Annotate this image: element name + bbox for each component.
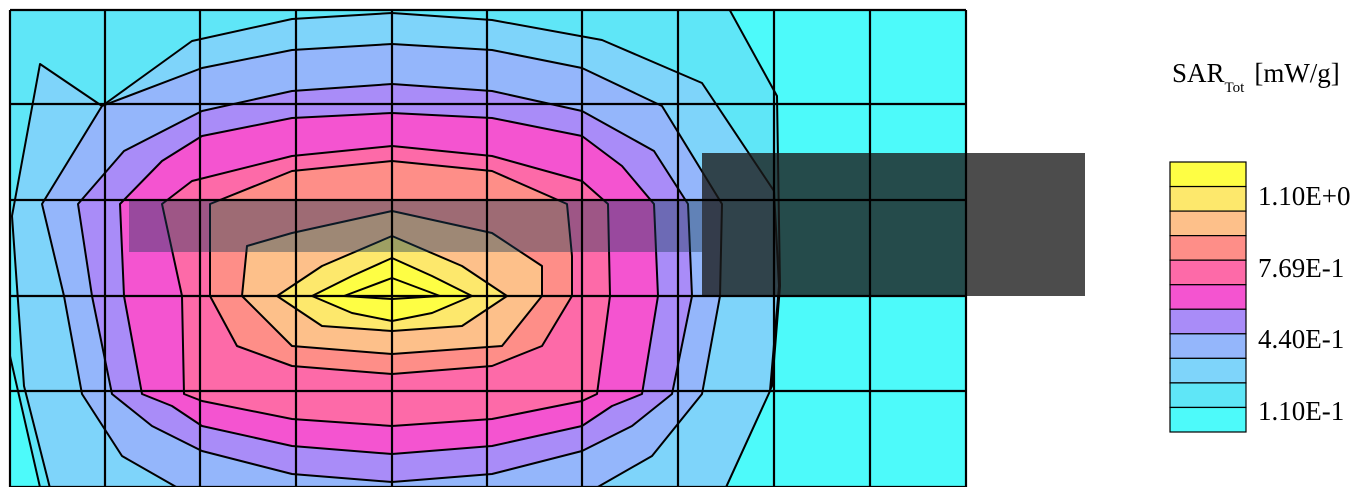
device-outline xyxy=(129,153,1085,296)
colorbar-swatch xyxy=(1169,235,1247,261)
grid-lines xyxy=(8,8,968,487)
colorbar xyxy=(1169,161,1247,433)
colorbar-swatch xyxy=(1169,185,1247,212)
colorbar-tick-label: 7.69E-1 xyxy=(1258,253,1345,283)
colorbar-swatch xyxy=(1169,210,1247,237)
colorbar-tick-label: 1.10E+0 xyxy=(1258,181,1351,211)
contour-bands xyxy=(10,10,967,487)
colorbar-swatch xyxy=(1169,382,1247,409)
colorbar-tick-label: 4.40E-1 xyxy=(1258,324,1345,354)
colorbar-swatch xyxy=(1169,406,1247,433)
colorbar-swatch xyxy=(1169,259,1247,286)
colorbar-swatch xyxy=(1169,333,1247,359)
colorbar-swatch xyxy=(1169,308,1247,335)
colorbar-swatch xyxy=(1169,357,1247,384)
colorbar-tick-label: 1.10E-1 xyxy=(1258,396,1345,426)
colorbar-title: SARTot [mW/g] xyxy=(1172,58,1340,96)
colorbar-swatch xyxy=(1169,161,1247,188)
device-antenna-bar xyxy=(129,200,702,252)
device-body xyxy=(702,153,1085,296)
colorbar-swatch xyxy=(1169,284,1247,310)
